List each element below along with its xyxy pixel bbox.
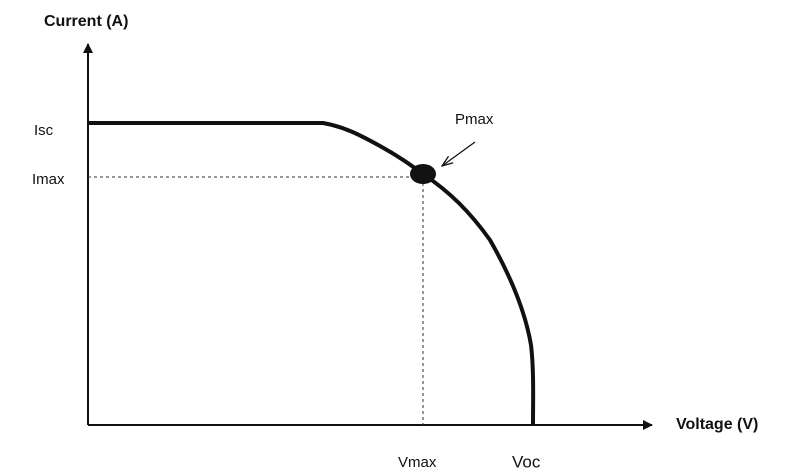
y-axis-label: Current (A) [44,13,128,30]
pmax-point [410,164,436,184]
pmax-arrow [442,141,476,166]
iv-curve [88,121,536,426]
imax-label: Imax [32,171,65,188]
voc-label: Voc [512,452,541,471]
isc-label: Isc [34,122,54,139]
vmax-label: Vmax [398,454,437,471]
x-axis-label: Voltage (V) [676,416,758,433]
pmax-label: Pmax [455,111,494,128]
